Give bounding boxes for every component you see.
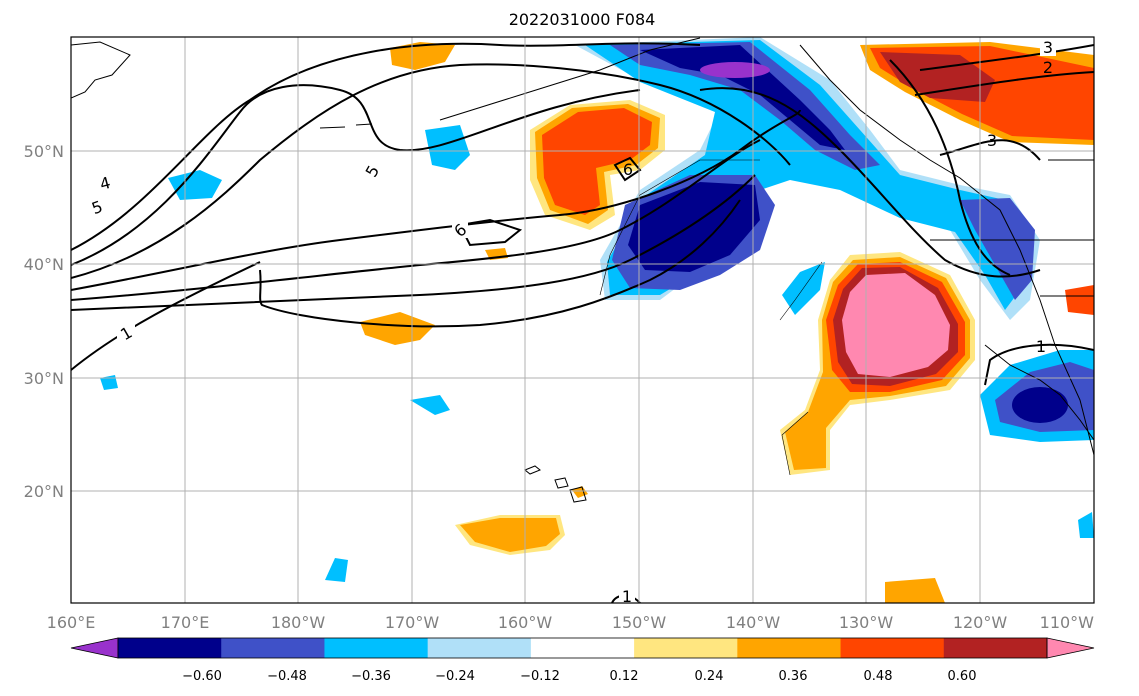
positive-anomaly-subtropical-pink [842,273,950,377]
negative-blob-2 [168,170,222,200]
lon-label: 170°W [385,613,440,632]
lon-label: 160°E [47,613,96,632]
lon-label: 110°W [1040,613,1095,632]
lat-label: 40°N [24,255,64,274]
lat-label: 50°N [24,142,64,161]
negative-anomaly-westcoast [960,198,1035,300]
grid-lines [71,37,1094,603]
colorbar-tick-label: 0.48 [864,669,893,684]
colorbar-extend-high [1046,637,1095,659]
colorbar-segment [427,638,532,658]
colorbar-segment [840,638,945,658]
negative-blob-7 [1078,512,1094,538]
latitude-labels: 50°N 40°N 30°N 20°N [24,142,64,501]
colorbar-labels: −0.60 −0.48 −0.36 −0.24 −0.12 0.12 0.24 … [182,669,976,684]
negative-blob-5 [100,375,118,390]
colorbar [70,637,1095,659]
map-frame [70,36,1095,604]
colorbar-segment [324,638,429,658]
positive-blob-1 [360,312,435,345]
anomaly-outlines [599,159,823,476]
contour-label: 3 [1043,38,1053,57]
negative-blob-1 [425,125,470,170]
colorbar-tick-label: −0.48 [267,669,307,684]
negative-blob-4 [410,395,450,415]
contour-label: 6 [623,160,633,179]
positive-blob-4 [1065,285,1094,315]
contour-label: 1 [1036,337,1046,356]
lon-label: 150°W [612,613,667,632]
negative-blob-6 [325,558,348,582]
negative-anomaly-southwest-core [1012,387,1068,423]
lon-label: 120°W [953,613,1008,632]
lon-label: 170°E [161,613,210,632]
colorbar-segment [530,638,635,658]
colorbar-segment [943,638,1048,658]
contour-labels: 1 4 5 5 6 6 1 1 3 2 3 [89,38,1056,606]
anomaly-fill [100,37,1094,603]
colorbar-outline [117,637,1048,659]
colorbar-tick-label: 0.36 [779,669,808,684]
positive-blob-2 [390,42,455,70]
colorbar-tick-label: −0.36 [351,669,391,684]
positive-anomaly-hawaii-south-orange [460,518,560,552]
height-contours [71,42,1094,603]
colorbar-segment [221,638,325,658]
longitude-labels: 160°E 170°E 180°W 170°W 160°W 150°W 140°… [47,613,1095,632]
lon-label: 160°W [498,613,553,632]
map-content: 1 4 5 5 6 6 1 1 3 2 3 [71,37,1094,606]
lat-label: 30°N [24,369,64,388]
contour-label: 4 [98,173,113,194]
colorbar-segment [634,638,738,658]
positive-anomaly-north-central-red [542,108,652,215]
colorbar-tick-label: −0.24 [435,669,475,684]
map-title: 2022031000 F084 [508,10,656,29]
contour-label: 2 [1043,58,1053,77]
lon-label: 130°W [839,613,894,632]
colorbar-tick-label: −0.12 [520,669,560,684]
colorbar-extend-low [70,637,119,659]
colorbar-segment [118,638,222,658]
colorbar-tick-label: 0.24 [695,669,724,684]
colorbar-tick-label: 0.60 [948,669,977,684]
positive-blob-3 [885,578,945,603]
contour-label: 1 [622,587,632,606]
lon-label: 180°W [271,613,326,632]
colorbar-segment [737,638,842,658]
lat-label: 20°N [24,482,64,501]
lon-label: 140°W [726,613,781,632]
negative-anomaly-central-dark [628,182,760,272]
colorbar-tick-label: 0.12 [610,669,639,684]
negative-anomaly-purple-cell [700,62,770,78]
contour-label: 3 [987,131,997,150]
colorbar-tick-label: −0.60 [182,669,222,684]
